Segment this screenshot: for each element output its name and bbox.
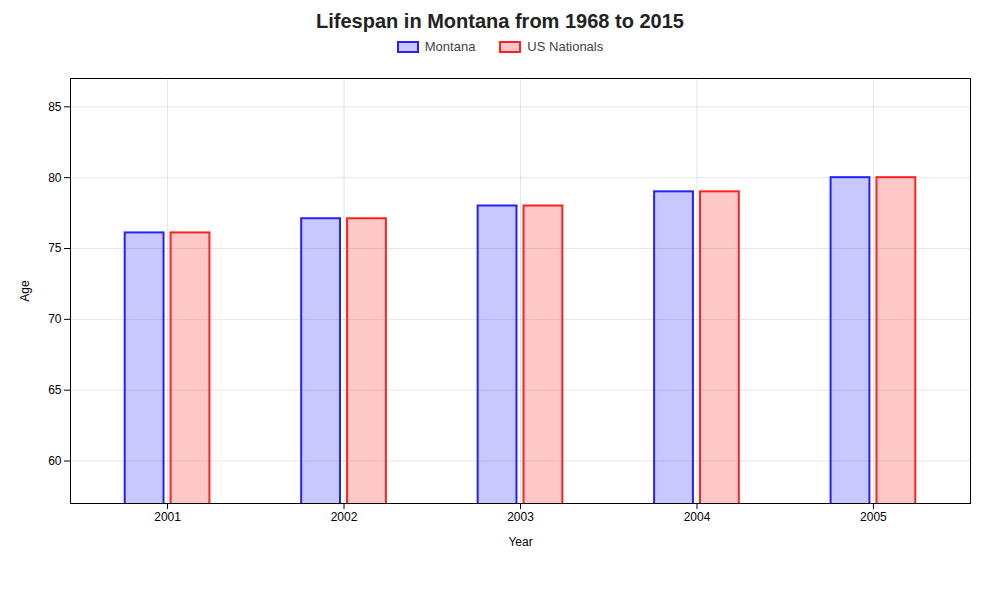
svg-text:75: 75	[48, 241, 62, 255]
svg-text:60: 60	[48, 454, 62, 468]
svg-text:2003: 2003	[507, 510, 534, 524]
html-text:Montana: Montana	[424, 39, 476, 54]
svg-text:Year: Year	[508, 535, 532, 549]
html-text:US Nationals: US Nationals	[527, 39, 604, 54]
svg-text:85: 85	[48, 100, 62, 114]
svg-text:80: 80	[48, 171, 62, 185]
html-text:Lifespan in Montana from 1968: Lifespan in Montana from 1968 to 2015	[316, 10, 684, 32]
svg-text:2001: 2001	[154, 510, 181, 524]
svg-text:2004: 2004	[684, 510, 711, 524]
svg-text:2005: 2005	[860, 510, 887, 524]
svg-text:70: 70	[48, 312, 62, 326]
svg-text:2002: 2002	[331, 510, 358, 524]
svg-text:Age: Age	[18, 280, 32, 302]
svg-text:65: 65	[48, 383, 62, 397]
